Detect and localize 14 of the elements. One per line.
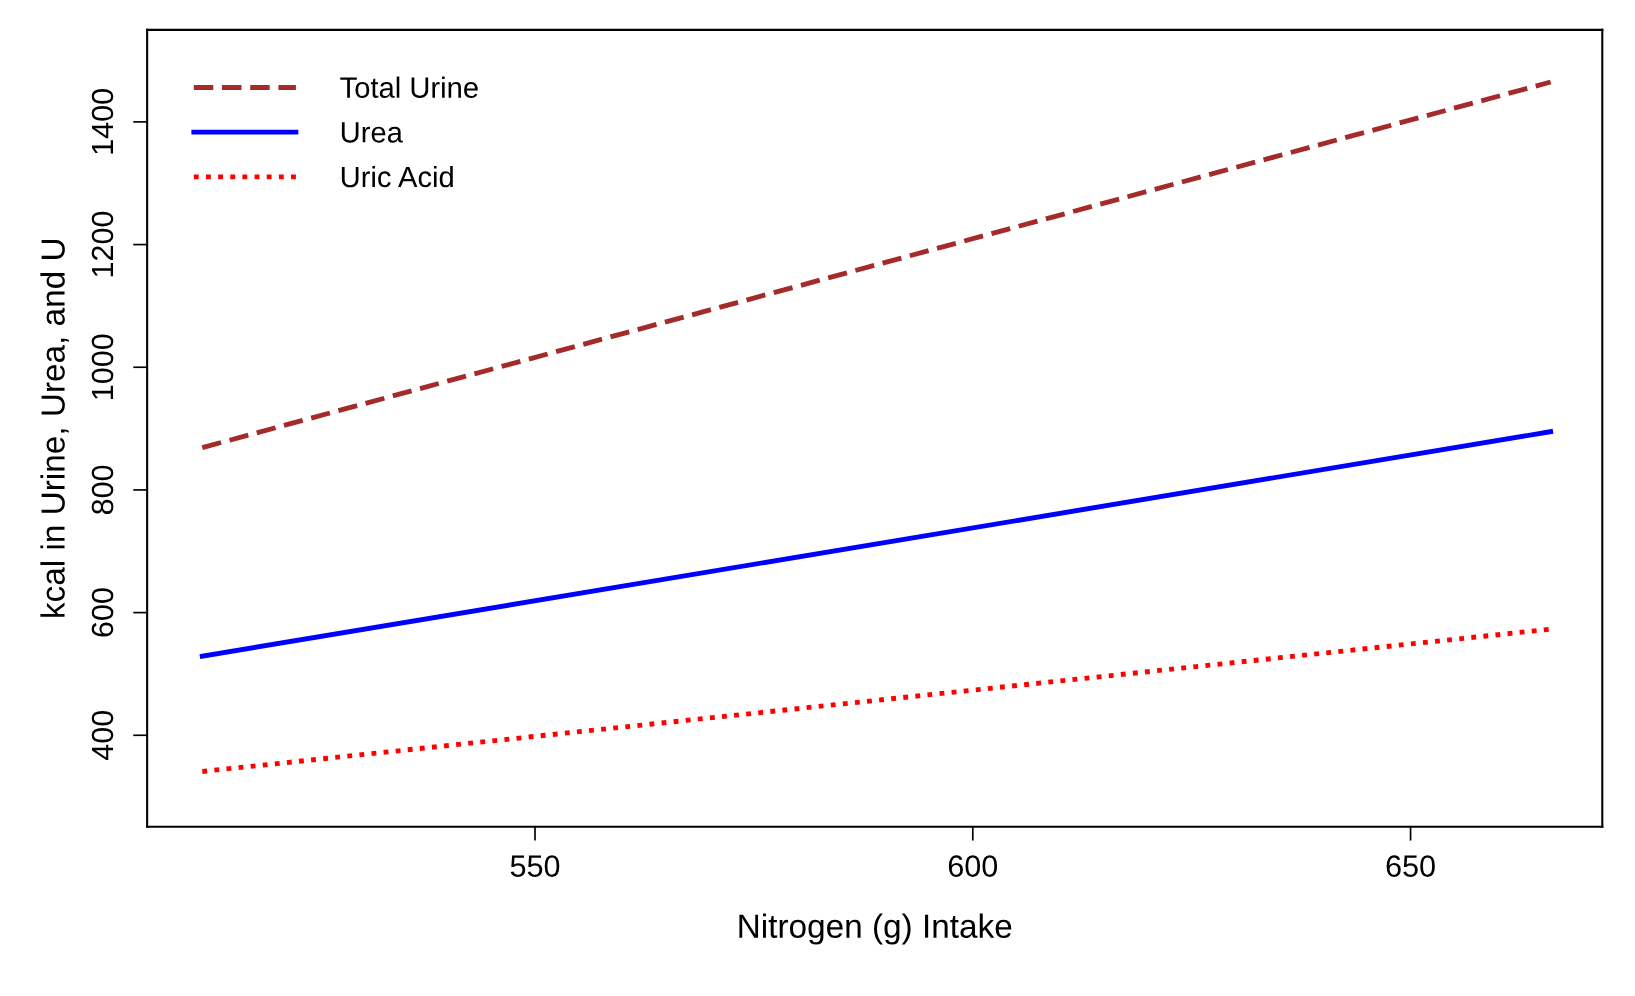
y-axis-title: kcal in Urine, Urea, and U bbox=[40, 240, 69, 617]
y-tick-label: 400 bbox=[91, 710, 114, 761]
y-tick-label: 1400 bbox=[91, 89, 114, 154]
legend-label: Urea bbox=[341, 122, 403, 143]
y-tick-label: 800 bbox=[91, 465, 114, 515]
x-axis-title: Nitrogen (g) Intake bbox=[739, 913, 1012, 945]
y-tick-label: 600 bbox=[91, 588, 114, 637]
y-tick-label: 1200 bbox=[91, 211, 114, 277]
y-tick-label: 1000 bbox=[91, 334, 114, 399]
legend-label: Total Urine bbox=[340, 76, 478, 98]
legend-label: Uric Acid bbox=[341, 165, 453, 188]
x-tick-label: 650 bbox=[1386, 855, 1435, 877]
x-tick-label: 550 bbox=[510, 855, 560, 877]
x-tick-label: 600 bbox=[948, 855, 998, 877]
